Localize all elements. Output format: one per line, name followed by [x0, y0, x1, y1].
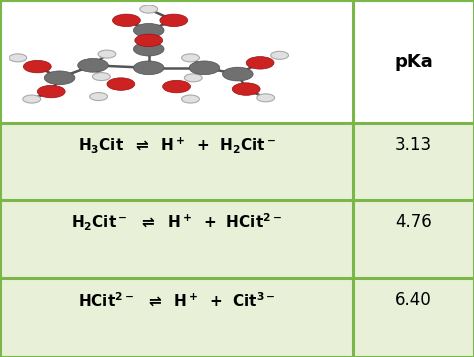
Circle shape: [133, 42, 164, 56]
Circle shape: [107, 78, 135, 90]
Circle shape: [37, 85, 65, 98]
Circle shape: [112, 14, 140, 27]
Circle shape: [232, 83, 260, 95]
Circle shape: [182, 95, 200, 103]
Bar: [0, 278, 474, 357]
Text: 3.13: 3.13: [395, 136, 432, 154]
Bar: [0, 200, 474, 278]
Circle shape: [90, 92, 108, 101]
Circle shape: [98, 50, 116, 58]
Bar: [0, 123, 474, 200]
Circle shape: [133, 24, 164, 37]
Circle shape: [44, 71, 75, 85]
Circle shape: [160, 14, 188, 27]
Circle shape: [182, 54, 200, 62]
Circle shape: [257, 94, 274, 102]
Text: 6.40: 6.40: [395, 291, 432, 310]
Circle shape: [135, 34, 163, 47]
Bar: [0, 0, 474, 123]
Circle shape: [222, 67, 253, 81]
Text: $\bf{H_3Cit}$  $\bf{\rightleftharpoons}$  $\bf{H^+}$  $\bf{+}$  $\bf{H_2Cit^-}$: $\bf{H_3Cit}$ $\bf{\rightleftharpoons}$ …: [78, 135, 275, 155]
Circle shape: [271, 51, 289, 59]
Circle shape: [23, 95, 41, 103]
Circle shape: [140, 5, 158, 13]
Circle shape: [9, 54, 27, 62]
Circle shape: [163, 80, 191, 93]
Text: $\bf{HCit^{2-}}$  $\bf{\rightleftharpoons}$  $\bf{H^+}$  $\bf{+}$  $\bf{Cit^{3-}: $\bf{HCit^{2-}}$ $\bf{\rightleftharpoons…: [78, 291, 275, 310]
Circle shape: [92, 72, 110, 81]
Circle shape: [246, 56, 274, 69]
Text: pKa: pKa: [394, 52, 433, 71]
Circle shape: [78, 59, 109, 72]
Circle shape: [184, 74, 202, 82]
Text: 4.76: 4.76: [395, 213, 432, 231]
Circle shape: [23, 60, 51, 73]
Circle shape: [189, 61, 220, 75]
Circle shape: [133, 61, 164, 75]
Text: $\bf{H_2Cit^-}$  $\bf{\rightleftharpoons}$  $\bf{H^+}$  $\bf{+}$  $\bf{HCit^{2-}: $\bf{H_2Cit^-}$ $\bf{\rightleftharpoons}…: [71, 211, 282, 233]
